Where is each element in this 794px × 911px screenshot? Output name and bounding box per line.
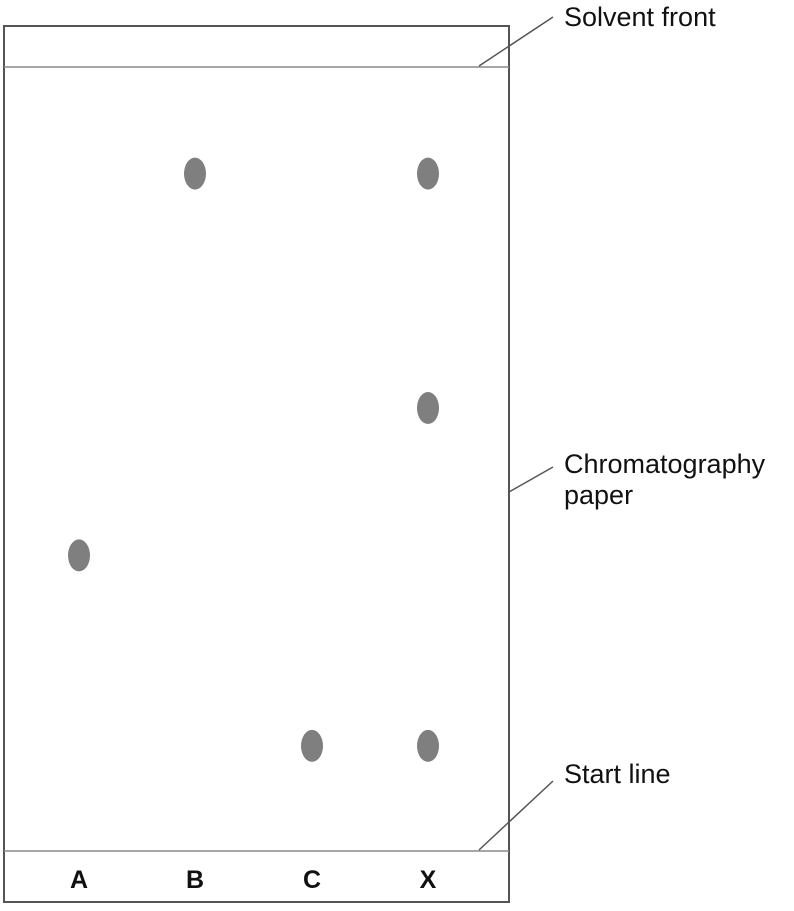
paper-label-line2: paper xyxy=(564,480,633,510)
start-line-leader xyxy=(478,780,554,851)
spot-c-2 xyxy=(301,729,323,762)
lane-label-b: B xyxy=(186,866,204,894)
solvent-front-leader xyxy=(478,16,554,67)
spot-x-4 xyxy=(417,392,439,424)
start-line-label: Start line xyxy=(564,759,671,789)
spot-x-5 xyxy=(417,729,439,762)
paper-leader xyxy=(508,466,554,493)
paper-label-line1: Chromatography xyxy=(564,449,766,479)
lane-label-a: A xyxy=(70,866,88,894)
chromatography-paper xyxy=(3,25,510,903)
spot-a-0 xyxy=(68,539,90,572)
spot-x-3 xyxy=(417,157,439,190)
solvent-front-label: Solvent front xyxy=(564,2,716,32)
spot-group xyxy=(68,157,439,762)
spot-b-1 xyxy=(184,157,206,190)
lane-label-c: C xyxy=(303,866,321,894)
lane-label-x: X xyxy=(420,866,437,894)
